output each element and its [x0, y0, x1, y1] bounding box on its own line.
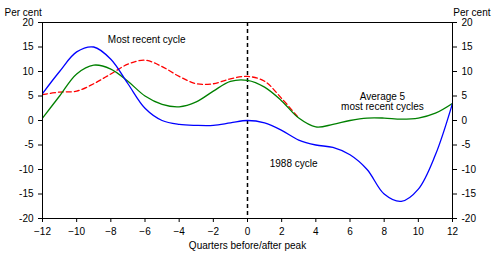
- svg-text:Quarters before/after peak: Quarters before/after peak: [189, 240, 307, 251]
- svg-text:-10: -10: [462, 164, 477, 175]
- svg-text:−2: −2: [208, 226, 220, 237]
- svg-text:1988 cycle: 1988 cycle: [270, 158, 318, 169]
- svg-text:20: 20: [462, 17, 474, 28]
- svg-text:-15: -15: [19, 188, 34, 199]
- svg-text:2: 2: [279, 226, 285, 237]
- svg-text:−12: −12: [34, 226, 51, 237]
- svg-text:Per cent: Per cent: [453, 7, 490, 18]
- svg-text:-15: -15: [462, 188, 477, 199]
- svg-text:-5: -5: [462, 139, 471, 150]
- svg-text:10: 10: [22, 66, 34, 77]
- svg-text:15: 15: [462, 41, 474, 52]
- svg-text:5: 5: [462, 90, 468, 101]
- svg-text:Average 5most recent cycles: Average 5most recent cycles: [341, 91, 424, 112]
- svg-text:0: 0: [28, 115, 34, 126]
- svg-text:5: 5: [28, 90, 34, 101]
- svg-text:-5: -5: [25, 139, 34, 150]
- svg-text:-10: -10: [19, 164, 34, 175]
- svg-text:8: 8: [381, 226, 387, 237]
- svg-text:−8: −8: [105, 226, 117, 237]
- svg-text:20: 20: [22, 17, 34, 28]
- svg-text:Most recent cycle: Most recent cycle: [108, 34, 186, 45]
- svg-text:−10: −10: [68, 226, 85, 237]
- svg-text:10: 10: [462, 66, 474, 77]
- svg-text:-20: -20: [462, 213, 477, 224]
- svg-text:6: 6: [347, 226, 353, 237]
- svg-text:-20: -20: [19, 213, 34, 224]
- svg-text:−4: −4: [173, 226, 185, 237]
- svg-text:12: 12: [447, 226, 459, 237]
- svg-text:0: 0: [462, 115, 468, 126]
- svg-text:Per cent: Per cent: [5, 7, 42, 18]
- svg-text:0: 0: [245, 226, 251, 237]
- svg-text:4: 4: [313, 226, 319, 237]
- svg-text:−6: −6: [139, 226, 151, 237]
- svg-text:15: 15: [22, 41, 34, 52]
- svg-text:10: 10: [413, 226, 425, 237]
